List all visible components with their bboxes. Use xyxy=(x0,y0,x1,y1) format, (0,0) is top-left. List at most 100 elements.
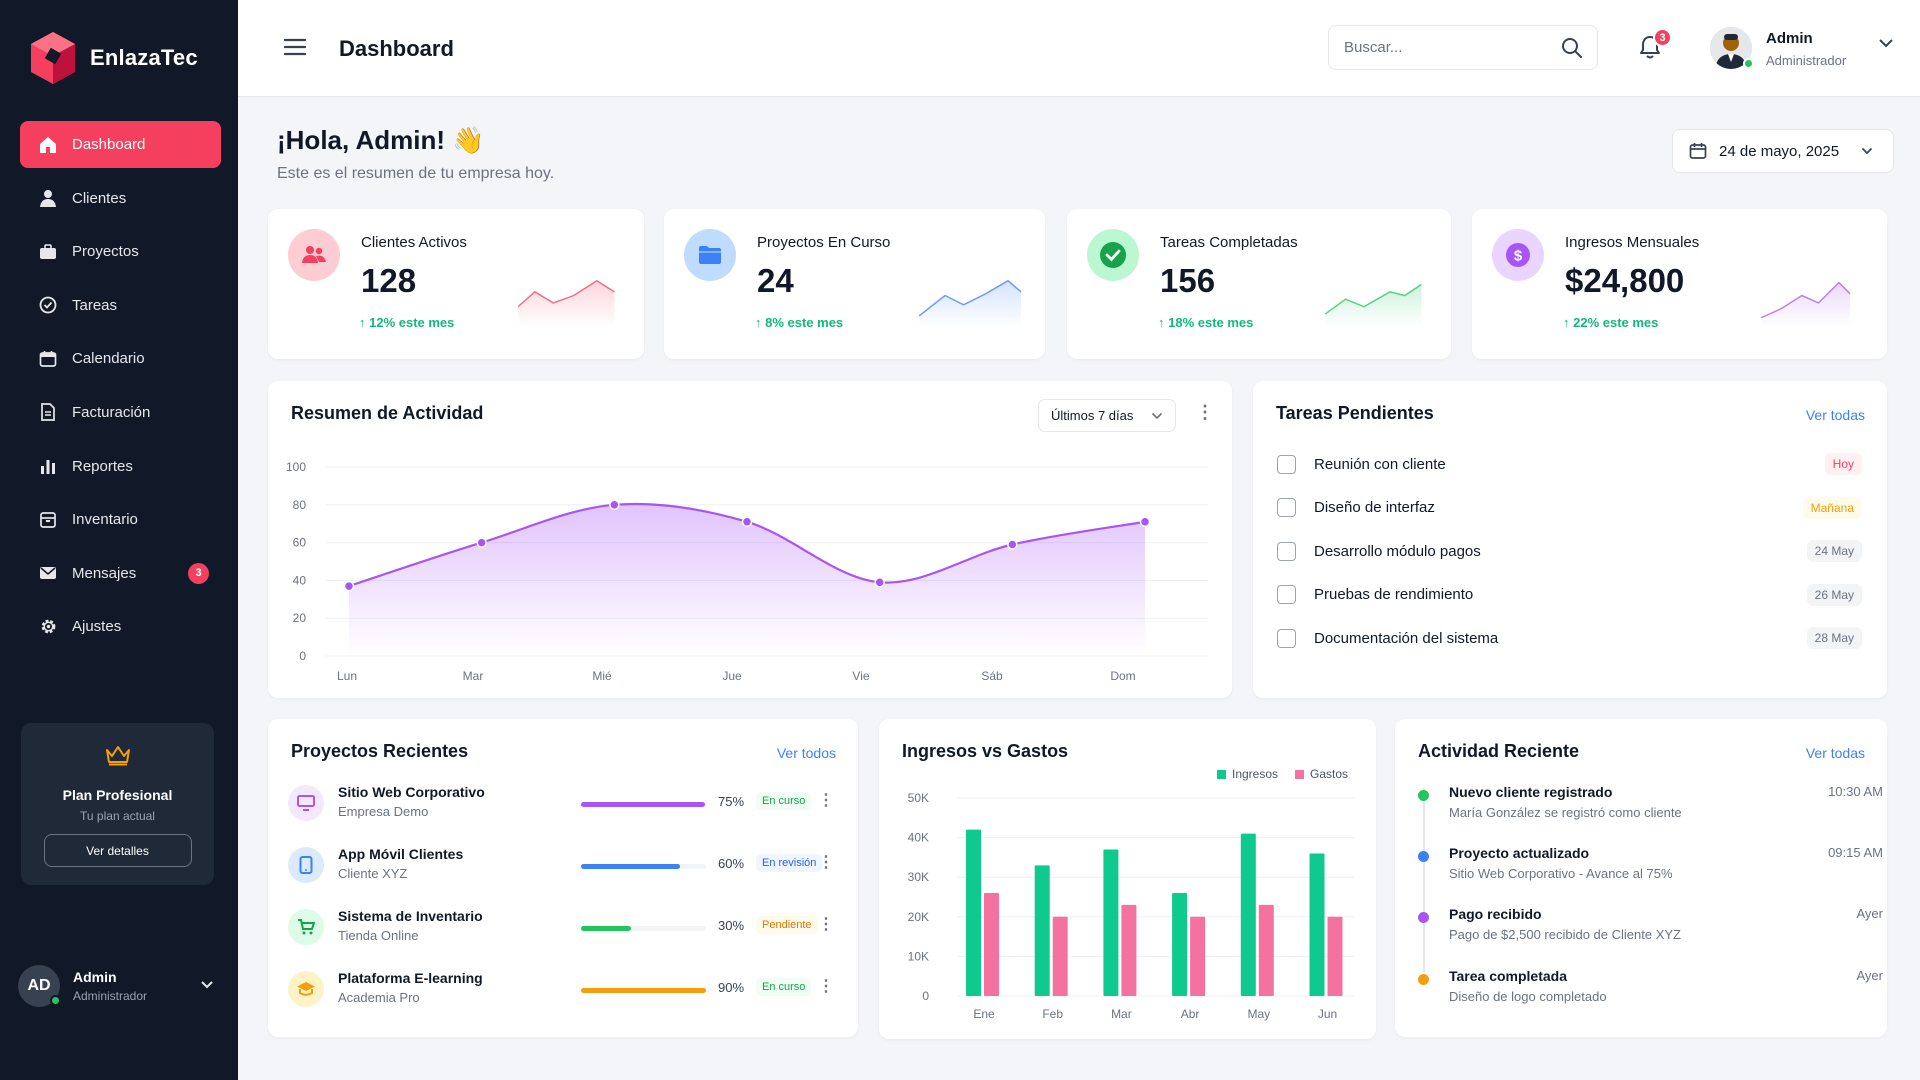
date-picker[interactable]: 24 de mayo, 2025 xyxy=(1672,129,1894,173)
brand-logo[interactable]: EnlazaTec xyxy=(28,30,198,86)
sidebar-user[interactable]: AD Admin Administrador xyxy=(18,962,218,1010)
sidebar-item-mensajes[interactable]: Mensajes 3 xyxy=(20,550,221,597)
y-tick-label: 50K xyxy=(908,791,929,805)
task-label: Reunión con cliente xyxy=(1314,455,1446,473)
progress-fill xyxy=(581,802,705,807)
invoice-icon xyxy=(38,402,58,422)
sidebar-item-reportes[interactable]: Reportes xyxy=(20,443,221,490)
stat-card[interactable]: Proyectos En Curso 24 ↑ 8% este mes xyxy=(664,209,1045,359)
stat-value: 156 xyxy=(1160,262,1216,299)
tasks-view-all-link[interactable]: Ver todas xyxy=(1805,407,1865,423)
sidebar-nav: Dashboard Clientes Proyectos Tareas Cale… xyxy=(20,121,221,657)
progress-fill xyxy=(581,864,680,869)
stat-label: Proyectos En Curso xyxy=(757,234,891,251)
recent-view-all-link[interactable]: Ver todas xyxy=(1805,745,1865,761)
mail-icon xyxy=(38,563,58,583)
plan-details-button[interactable]: Ver detalles xyxy=(43,834,192,867)
stat-card[interactable]: Clientes Activos 128 ↑ 12% este mes xyxy=(268,209,644,359)
bar xyxy=(1240,833,1256,996)
bar xyxy=(984,893,999,996)
menu-icon[interactable] xyxy=(284,38,306,56)
plan-title: Plan Profesional xyxy=(62,787,173,803)
sidebar-item-tareas[interactable]: Tareas xyxy=(20,282,221,329)
search-icon[interactable] xyxy=(1561,37,1583,59)
project-name: Sistema de Inventario xyxy=(338,908,483,924)
project-percent: 60% xyxy=(718,856,745,871)
range-select[interactable]: Últimos 7 días xyxy=(1038,399,1176,432)
y-tick-label: 20 xyxy=(293,611,307,625)
project-row[interactable]: Sistema de Inventario Tienda Online 30% … xyxy=(288,905,834,955)
data-point xyxy=(874,577,885,588)
project-row[interactable]: App Móvil Clientes Cliente XYZ 60% En re… xyxy=(288,843,834,893)
brand-name: EnlazaTec xyxy=(90,45,198,70)
task-checkbox[interactable] xyxy=(1277,628,1296,648)
more-options-icon[interactable]: ⋮ xyxy=(818,978,834,995)
more-options-icon[interactable]: ⋮ xyxy=(818,792,834,809)
task-item: Desarrollo módulo pagos 24 May xyxy=(1277,534,1862,568)
y-tick-label: 0 xyxy=(922,989,929,1003)
sidebar-item-label: Reportes xyxy=(72,457,133,475)
progress-track xyxy=(581,926,706,931)
sidebar-item-facturacion[interactable]: Facturación xyxy=(20,389,221,436)
bar xyxy=(1172,893,1188,996)
legend-label: Ingresos xyxy=(1232,767,1278,781)
stat-card[interactable]: Tareas Completadas 156 ↑ 18% este mes xyxy=(1067,209,1451,359)
timeline-dot xyxy=(1418,851,1429,863)
user-avatar[interactable] xyxy=(1710,27,1752,69)
project-row[interactable]: Sitio Web Corporativo Empresa Demo 75% E… xyxy=(288,781,834,831)
activity-description: Diseño de logo completado xyxy=(1449,988,1607,1004)
sidebar-item-calendario[interactable]: Calendario xyxy=(20,335,221,382)
project-percent: 75% xyxy=(718,794,745,809)
timeline-dot xyxy=(1418,973,1429,985)
chevron-down-icon[interactable] xyxy=(1878,38,1894,48)
legend-swatch xyxy=(1217,770,1226,779)
income-chart: 0 10K 20K 30K 40K 50K Ingresos Gastos Ene Feb Mar A… xyxy=(908,767,1354,1021)
sidebar-item-inventario[interactable]: Inventario xyxy=(20,496,221,543)
activity-title: Pago recibido xyxy=(1449,906,1542,923)
activity-time: Ayer xyxy=(1856,967,1884,983)
more-options-icon[interactable]: ⋮ xyxy=(818,854,834,871)
activity-title: Resumen de Actividad xyxy=(291,403,484,423)
task-checkbox[interactable] xyxy=(1277,454,1296,474)
progress-track xyxy=(581,864,706,869)
more-options-icon[interactable]: ⋮ xyxy=(1196,402,1214,422)
task-label: Diseño de interfaz xyxy=(1314,499,1435,517)
project-percent: 90% xyxy=(718,980,745,995)
y-tick-label: 40 xyxy=(293,573,307,587)
x-tick-label: Jun xyxy=(1318,1007,1337,1021)
greeting-title: ¡Hola, Admin! 👋 xyxy=(277,125,485,155)
sidebar-item-label: Dashboard xyxy=(72,136,146,153)
data-point xyxy=(476,537,487,548)
income-card: Ingresos vs Gastos 0 10K 20K 30K 40K 50K Ingre… xyxy=(879,719,1376,1039)
activity-area xyxy=(349,503,1145,656)
task-checkbox[interactable] xyxy=(1277,585,1296,605)
x-tick-label: Lun xyxy=(337,669,357,683)
sidebar-item-proyectos[interactable]: Proyectos xyxy=(20,228,221,275)
stat-card[interactable]: $ Ingresos Mensuales $24,800 ↑ 22% este … xyxy=(1472,209,1887,359)
legend-label: Gastos xyxy=(1310,767,1348,781)
task-checkbox[interactable] xyxy=(1277,541,1296,561)
y-tick-label: 10K xyxy=(908,949,929,963)
legend-swatch xyxy=(1295,770,1304,779)
activity-card: Resumen de Actividad Últimos 7 días ⋮ 0 2… xyxy=(268,381,1232,698)
chevron-down-icon[interactable] xyxy=(200,980,214,990)
sidebar-user-role: Administrador xyxy=(73,989,148,1003)
task-label: Desarrollo módulo pagos xyxy=(1314,542,1481,560)
sidebar-item-clientes[interactable]: Clientes xyxy=(20,175,221,222)
user-photo xyxy=(1710,27,1752,69)
search-input[interactable] xyxy=(1329,26,1539,69)
more-options-icon[interactable]: ⋮ xyxy=(818,916,834,933)
search-box xyxy=(1328,25,1598,70)
sidebar-item-label: Ajustes xyxy=(72,618,122,636)
project-row[interactable]: Plataforma E-learning Academia Pro 90% E… xyxy=(288,967,834,1017)
task-checkbox[interactable] xyxy=(1277,498,1296,518)
bar xyxy=(1258,904,1274,996)
bar-chart-icon xyxy=(38,456,58,476)
sidebar-item-ajustes[interactable]: Ajustes xyxy=(20,603,221,650)
sidebar-item-dashboard[interactable]: Dashboard xyxy=(20,121,221,168)
timeline-dot xyxy=(1418,912,1429,924)
timeline-dot xyxy=(1418,790,1429,801)
progress-track xyxy=(581,802,706,807)
activity-time: 10:30 AM xyxy=(1828,784,1883,799)
projects-view-all-link[interactable]: Ver todos xyxy=(776,745,836,761)
